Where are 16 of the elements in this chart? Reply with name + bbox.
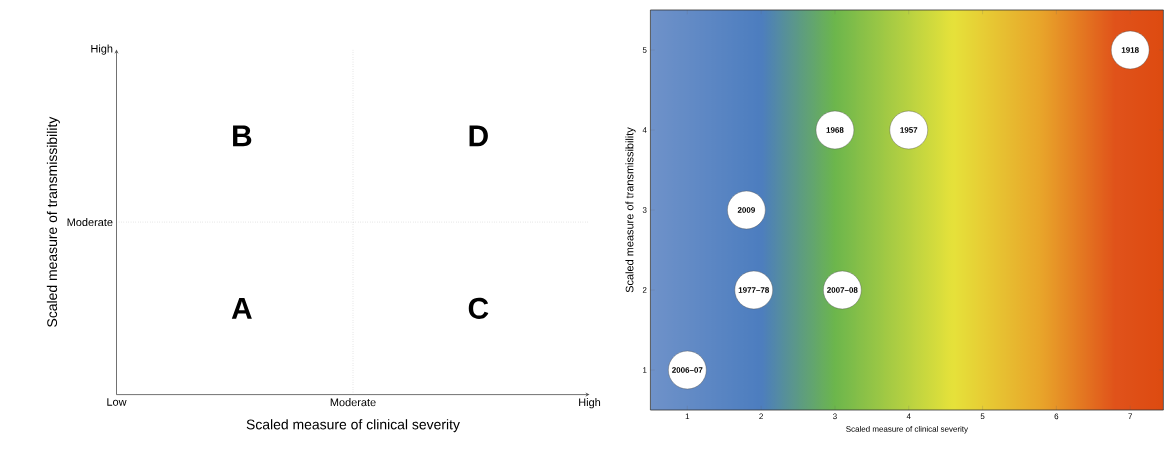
text: D bbox=[469, 125, 488, 147]
point bbox=[889, 110, 928, 150]
point bbox=[1111, 30, 1150, 70]
category-label: High bbox=[91, 44, 113, 55]
text: A bbox=[231, 298, 252, 319]
category-label: Moderate bbox=[67, 218, 113, 227]
category-label: High bbox=[579, 398, 601, 409]
text: B bbox=[233, 125, 252, 147]
category-label: Low bbox=[107, 398, 127, 406]
point bbox=[727, 190, 766, 230]
point bbox=[815, 110, 855, 150]
y-axis-title: Scaled measure of transmissibility bbox=[625, 127, 636, 293]
text: Scaled measure of transmissibility bbox=[46, 116, 60, 327]
category-label: Moderate bbox=[330, 398, 376, 407]
text: C bbox=[468, 297, 489, 319]
text: Scaled measure of clinical severity bbox=[246, 419, 460, 433]
